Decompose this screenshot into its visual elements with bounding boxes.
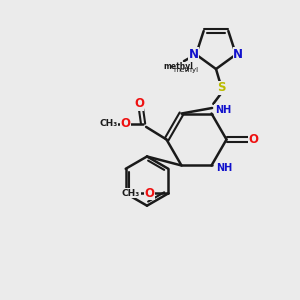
- Text: methyl: methyl: [174, 67, 199, 73]
- Text: CH₃: CH₃: [100, 119, 118, 128]
- Text: O: O: [134, 97, 144, 110]
- Text: S: S: [217, 81, 226, 94]
- Text: O: O: [121, 117, 131, 130]
- Text: methyl: methyl: [163, 62, 193, 71]
- Text: N: N: [233, 48, 243, 61]
- Text: NH: NH: [215, 105, 231, 115]
- Text: N: N: [189, 48, 199, 61]
- Text: O: O: [248, 133, 259, 146]
- Text: CH₃: CH₃: [122, 189, 140, 198]
- Text: O: O: [145, 187, 155, 200]
- Text: NH: NH: [216, 163, 232, 173]
